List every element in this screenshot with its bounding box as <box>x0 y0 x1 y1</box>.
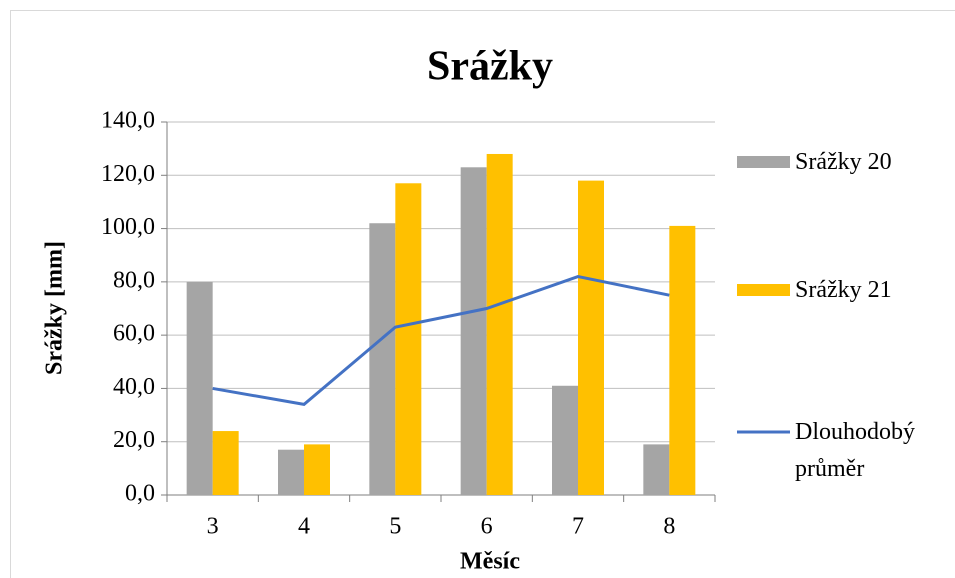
y-tick-label: 40,0 <box>113 374 155 400</box>
bar <box>460 167 487 496</box>
line-series <box>212 274 670 407</box>
y-tick-label: 120,0 <box>101 161 155 187</box>
legend-label: Srážky 21 <box>795 277 892 303</box>
x-tick-label: 4 <box>298 514 310 540</box>
x-axis-label: Měsíc <box>460 549 520 575</box>
chart-border <box>10 10 955 578</box>
bar <box>278 449 304 495</box>
y-axis-label: Srážky [mm] <box>42 241 68 375</box>
chart-title: Srážky <box>427 44 553 90</box>
x-tick-label: 5 <box>389 514 401 540</box>
legend-swatch <box>737 284 790 296</box>
legend-swatch <box>737 156 790 168</box>
y-tick-label: 0,0 <box>125 481 155 507</box>
bar <box>643 444 670 495</box>
legend-label: Srážky 20 <box>795 149 892 175</box>
bar <box>486 153 513 495</box>
x-tick-label: 7 <box>572 514 584 540</box>
legend-label: Dlouhodobý průměr <box>795 419 915 482</box>
bar <box>395 183 422 495</box>
y-tick-label: 60,0 <box>113 321 155 347</box>
bar <box>578 180 604 495</box>
x-tick-label: 6 <box>481 514 493 540</box>
y-tick-label: 140,0 <box>101 108 155 134</box>
y-tick-label: 100,0 <box>101 214 155 240</box>
bar <box>669 225 696 495</box>
bar <box>186 281 213 495</box>
y-tick-label: 80,0 <box>113 267 155 293</box>
x-tick-label: 8 <box>663 514 675 540</box>
bar <box>212 431 239 495</box>
bar <box>369 223 396 495</box>
bar <box>304 444 330 495</box>
y-tick-label: 20,0 <box>113 427 155 453</box>
bar <box>552 385 578 495</box>
x-tick-label: 3 <box>207 514 219 540</box>
